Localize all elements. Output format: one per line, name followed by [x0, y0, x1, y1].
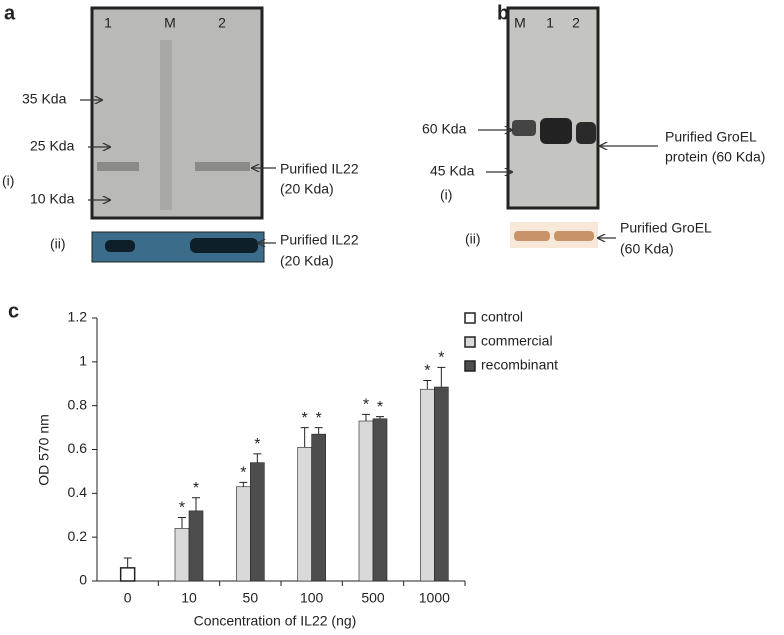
error-bar [192, 497, 200, 511]
blot-label: Purified GroEL [620, 220, 712, 236]
gel-band [195, 162, 250, 171]
panel-label: b [497, 2, 509, 24]
gel-ladder [160, 40, 172, 210]
x-tick-label: 50 [243, 590, 259, 606]
significance-mark: * [302, 410, 308, 427]
marker-label: 45 Kda [430, 163, 475, 179]
sub-label: (ii) [50, 236, 66, 252]
legend-swatch [464, 312, 476, 324]
error-bar [178, 516, 186, 529]
error-bar [437, 366, 446, 388]
error-bar [300, 427, 309, 448]
panel-label: a [4, 2, 16, 24]
error-bar [362, 413, 370, 422]
error-bar [253, 453, 262, 463]
y-tick-label: 0.8 [68, 396, 88, 412]
bar [434, 386, 449, 582]
band-label: (20 Kda) [280, 181, 334, 197]
y-tick-label: 0.2 [68, 528, 88, 544]
gel-band [97, 162, 139, 171]
significance-mark: * [377, 399, 383, 416]
significance-mark: * [316, 410, 322, 427]
blot-band [190, 238, 258, 253]
significance-mark: * [254, 436, 260, 453]
bar [119, 567, 136, 582]
panel-label: c [8, 300, 19, 322]
significance-mark: * [193, 480, 199, 497]
significance-mark: * [240, 465, 246, 482]
bar [188, 510, 204, 582]
legend-swatch [464, 336, 476, 348]
sub-label: (ii) [465, 231, 481, 247]
marker-label: 10 Kda [30, 191, 75, 207]
x-tick-label: 500 [361, 590, 385, 606]
band-label: protein (60 Kda) [665, 149, 765, 165]
gel-band [576, 122, 596, 144]
blot-label: (20 Kda) [280, 253, 334, 269]
bar [358, 420, 374, 582]
bar [311, 433, 326, 582]
blot-label: (60 Kda) [620, 241, 674, 257]
error-bar [423, 379, 432, 390]
x-tick-label: 10 [181, 590, 197, 606]
blot-band [105, 240, 135, 252]
significance-mark: * [363, 397, 369, 414]
bar [420, 388, 435, 582]
error-bar [239, 481, 248, 487]
blot-band [554, 231, 594, 241]
x-tick-label: 100 [300, 590, 324, 606]
bar [297, 447, 312, 582]
gel-band [512, 120, 536, 136]
band-label: Purified GroEL [665, 129, 757, 145]
gel [90, 6, 264, 220]
lane-label: 1 [546, 15, 554, 31]
gel [506, 6, 600, 210]
marker-label: 35 Kda [22, 91, 67, 107]
bar [372, 418, 388, 582]
x-axis-label: Concentration of IL22 (ng) [194, 613, 357, 629]
error-bar [376, 416, 384, 419]
legend-label: commercial [481, 333, 553, 349]
blot-band [514, 231, 550, 241]
bar [174, 528, 190, 582]
y-tick-label: 1.2 [68, 309, 88, 325]
y-tick-label: 0.6 [68, 440, 88, 456]
y-axis-label: OD 570 nm [36, 414, 52, 486]
bar [236, 486, 251, 582]
legend-swatch [464, 360, 476, 372]
y-tick-label: 1 [79, 353, 87, 369]
lane-label: 2 [572, 15, 580, 31]
gel-band [540, 118, 572, 144]
marker-label: 60 Kda [422, 121, 467, 137]
band-label: Purified IL22 [280, 161, 359, 177]
lane-label: 2 [218, 15, 226, 31]
lane-label: 1 [104, 15, 112, 31]
significance-mark: * [424, 363, 430, 380]
marker-label: 25 Kda [30, 138, 75, 154]
x-tick-label: 0 [124, 590, 132, 606]
legend-label: recombinant [481, 357, 558, 373]
sub-label: (i) [2, 173, 14, 189]
significance-mark: * [179, 500, 185, 517]
lane-label: M [164, 15, 176, 31]
x-tick-label: 1000 [419, 590, 450, 606]
error-bar [123, 557, 132, 568]
y-tick-label: 0 [79, 572, 87, 588]
y-tick-label: 0.4 [68, 484, 88, 500]
sub-label: (i) [440, 187, 452, 203]
bar-chart: c Concentration of IL22 (ng) OD 570 nm 0… [8, 300, 558, 628]
legend-label: control [481, 309, 523, 325]
bar [250, 462, 265, 582]
error-bar [314, 427, 323, 435]
significance-mark: * [438, 350, 444, 367]
blot-label: Purified IL22 [280, 232, 359, 248]
lane-label: M [514, 15, 526, 31]
